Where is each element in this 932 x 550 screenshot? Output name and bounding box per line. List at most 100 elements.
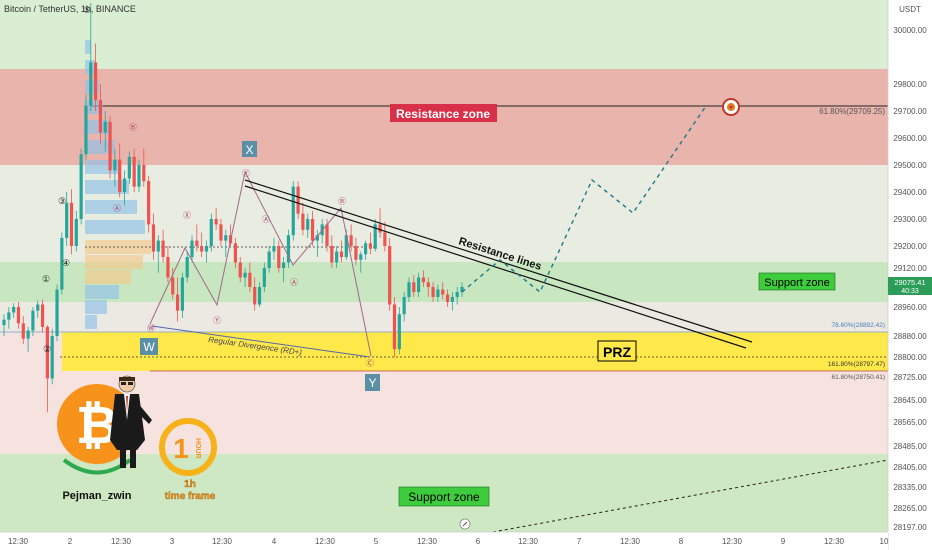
time-axis[interactable]	[0, 532, 888, 550]
candle	[306, 213, 310, 238]
countdown-value: 40:33	[901, 288, 919, 295]
svg-text:Support zone: Support zone	[764, 277, 829, 289]
support-zone-band	[0, 262, 888, 302]
candle	[282, 257, 286, 283]
candle	[79, 148, 83, 225]
current-price-box: 29075.41 40:33	[888, 277, 932, 295]
time-axis-ticks: 12:30 2 12:30 3 12:30 4 12:30 5 12:30 6 12:30 7 12:3…	[8, 537, 889, 546]
projection-path	[461, 105, 707, 294]
candle	[214, 208, 218, 230]
wave-label-y1: Ⓨ	[213, 316, 221, 325]
candles-group	[2, 3, 464, 413]
candle	[74, 210, 78, 252]
candle	[132, 148, 136, 192]
replay-icon[interactable]	[459, 518, 471, 530]
candle	[421, 270, 426, 287]
time-tick-label: 12:30	[518, 537, 539, 546]
candle	[89, 3, 93, 111]
candle	[69, 189, 74, 255]
candle	[248, 262, 252, 292]
candle	[55, 284, 59, 342]
candle	[94, 43, 98, 111]
wave-label-b1: Ⓑ	[129, 123, 137, 132]
candle	[224, 229, 228, 257]
candle	[450, 292, 454, 311]
candle	[122, 170, 127, 206]
price-tick-label: 28725.00	[893, 373, 927, 382]
time-tick-label: 4	[272, 537, 277, 546]
candle	[84, 94, 88, 160]
author-label: Pejman_zwin	[62, 490, 131, 502]
candle	[441, 282, 445, 300]
candle	[180, 272, 184, 318]
time-tick-label: 7	[577, 537, 582, 546]
candle	[445, 289, 450, 307]
wave-label-5: ⑤	[83, 5, 91, 15]
divergence-line	[151, 325, 371, 358]
svg-text:Resistance zone: Resistance zone	[396, 107, 490, 121]
candle	[204, 240, 209, 263]
wave-label-a3: Ⓐ	[290, 278, 298, 287]
candle	[397, 307, 401, 355]
price-axis[interactable]	[888, 0, 932, 550]
fib-1618-label: 161.80%(28797.47)	[828, 361, 885, 368]
price-tick-label: 28960.00	[893, 303, 927, 312]
candle	[315, 229, 319, 257]
candle	[335, 246, 339, 268]
candle	[296, 181, 300, 219]
candle	[103, 111, 107, 152]
candle	[156, 235, 160, 273]
price-tick-label: 29600.00	[893, 134, 927, 143]
candle	[257, 282, 262, 307]
price-tick-label: 28197.00	[893, 523, 927, 532]
clock-hour-text: HOUR	[194, 438, 201, 459]
candle	[161, 229, 165, 263]
candle	[339, 240, 344, 263]
candle	[431, 282, 435, 302]
volume-profile-bar	[85, 160, 121, 174]
candle	[243, 268, 247, 287]
candle	[12, 303, 16, 318]
candle	[142, 148, 146, 187]
time-tick-label: 8	[679, 537, 684, 546]
candle	[151, 213, 156, 260]
current-price-value: 29075.41	[894, 278, 925, 287]
point-w-marker: W	[140, 338, 158, 355]
candle	[253, 277, 257, 311]
candle	[113, 148, 117, 187]
price-tick-label: 29200.00	[893, 242, 927, 251]
bg-band-mid2	[0, 302, 888, 332]
candle	[195, 224, 199, 252]
wave-line	[149, 170, 372, 357]
svg-text:Support zone: Support zone	[408, 490, 480, 504]
prz-label: PRZ	[597, 340, 637, 362]
timeframe-bottom-label: time frame	[165, 491, 216, 502]
candle	[50, 328, 54, 385]
time-tick-label: 12:30	[417, 537, 438, 546]
candle	[460, 282, 464, 297]
candle	[426, 277, 430, 297]
price-tick-label: 28265.00	[893, 504, 927, 513]
volume-profile-bar	[85, 220, 145, 234]
candle	[65, 192, 69, 246]
price-tick-label: 29700.00	[893, 107, 927, 116]
fib-618-bottom-label: 61.80%(28750.41)	[832, 374, 886, 381]
candle	[108, 116, 112, 179]
price-tick-label: 28405.00	[893, 463, 927, 472]
time-tick-label: 9	[781, 537, 786, 546]
target-icon	[722, 98, 740, 116]
svg-text:X: X	[245, 143, 253, 157]
time-tick-label: 12:30	[8, 537, 29, 546]
candle	[388, 237, 392, 311]
wave-label-c2: Ⓒ	[366, 359, 374, 368]
time-tick-label: 3	[170, 537, 175, 546]
wave-label-x1: Ⓧ	[183, 211, 191, 220]
candle	[301, 202, 305, 236]
lower-trend-line	[492, 459, 889, 533]
price-tick-label: 28645.00	[893, 396, 927, 405]
candle	[36, 300, 40, 318]
candle	[209, 213, 213, 252]
candle	[45, 325, 49, 413]
price-tick-label: 29500.00	[893, 161, 927, 170]
